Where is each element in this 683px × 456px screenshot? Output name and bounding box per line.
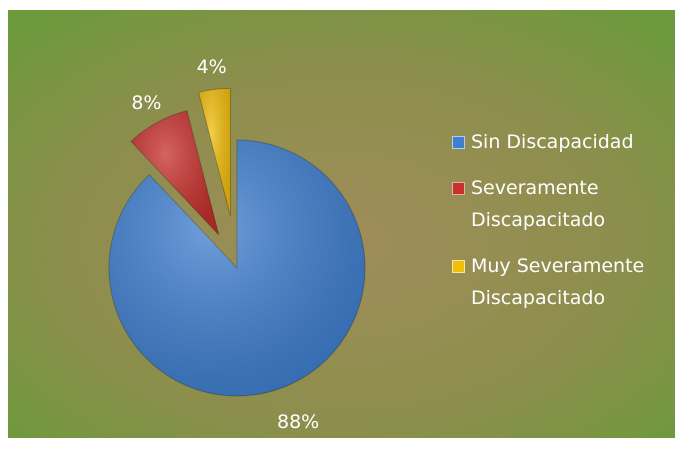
legend-entry: Muy Severamente Discapacitado xyxy=(452,250,667,314)
legend-entry: Sin Discapacidad xyxy=(452,126,667,158)
legend-entry: Severamente Discapacitado xyxy=(452,172,667,236)
legend-label: Muy Severamente Discapacitado xyxy=(471,255,645,309)
data-label: 8% xyxy=(131,92,161,114)
legend-swatch xyxy=(452,260,465,273)
slice-shade xyxy=(109,140,365,397)
data-label: 4% xyxy=(197,56,227,78)
data-label: 88% xyxy=(277,411,319,433)
legend-swatch xyxy=(452,136,465,149)
legend-label: Severamente Discapacitado xyxy=(471,177,606,231)
legend-swatch xyxy=(452,182,465,195)
slice-shade xyxy=(131,110,219,235)
slice-shade xyxy=(198,88,231,217)
legend: Sin Discapacidad Severamente Discapacitad… xyxy=(452,126,667,328)
legend-label: Sin Discapacidad xyxy=(471,131,634,153)
